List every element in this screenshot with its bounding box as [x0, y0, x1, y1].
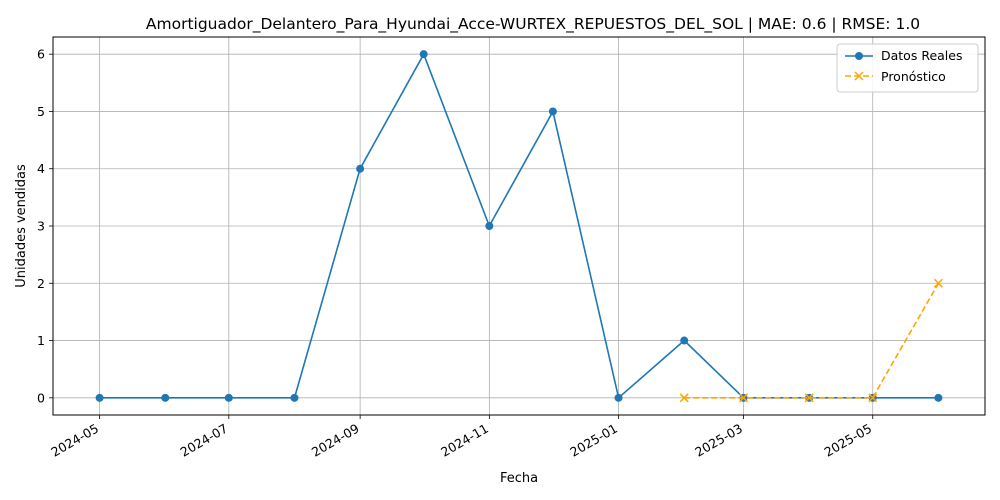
data-point-datos-reales — [934, 393, 943, 402]
legend-marker-pronostico — [854, 71, 864, 81]
y-tick-label: 3 — [37, 219, 45, 234]
y-tick-label: 1 — [37, 333, 45, 348]
data-point-datos-reales — [95, 393, 104, 402]
y-tick-label: 4 — [37, 161, 45, 176]
data-point-datos-reales — [161, 393, 170, 402]
series-line-pronostico — [684, 282, 940, 399]
y-tick-label: 2 — [37, 276, 45, 291]
y-axis-ticks: 0 1 2 3 4 5 6 — [37, 47, 53, 405]
chart-title: Amortiguador_Delantero_Para_Hyundai_Acce… — [146, 15, 920, 34]
data-point-datos-reales — [680, 336, 689, 345]
y-tick-label: 6 — [37, 47, 45, 62]
data-point-pronostico — [679, 393, 689, 403]
data-point-datos-reales — [224, 393, 233, 402]
data-point-pronostico — [738, 393, 749, 403]
data-point-datos-reales — [290, 393, 299, 402]
data-point-datos-reales — [485, 222, 494, 230]
y-tick-label: 0 — [37, 390, 45, 405]
legend-marker-datos-reales — [855, 52, 863, 60]
y-tick-label: 5 — [37, 104, 45, 119]
legend-label-datos-reales: Datos Reales — [881, 48, 962, 63]
data-point-pronostico — [868, 393, 878, 403]
series-line-datos-reales — [99, 52, 939, 400]
data-point-pronostico — [933, 278, 943, 288]
legend-label-pronostico: Pronóstico — [881, 69, 946, 84]
data-point-datos-reales — [419, 50, 428, 59]
data-point-datos-reales — [548, 107, 557, 116]
legend: Datos Reales Pronóstico — [836, 43, 979, 93]
y-axis-label: Unidades vendidas — [14, 164, 29, 288]
data-point-datos-reales — [614, 393, 623, 402]
x-axis-label: Fecha — [500, 471, 538, 486]
data-point-datos-reales — [356, 164, 365, 173]
series-layer — [95, 50, 943, 403]
data-point-pronostico — [804, 393, 814, 403]
